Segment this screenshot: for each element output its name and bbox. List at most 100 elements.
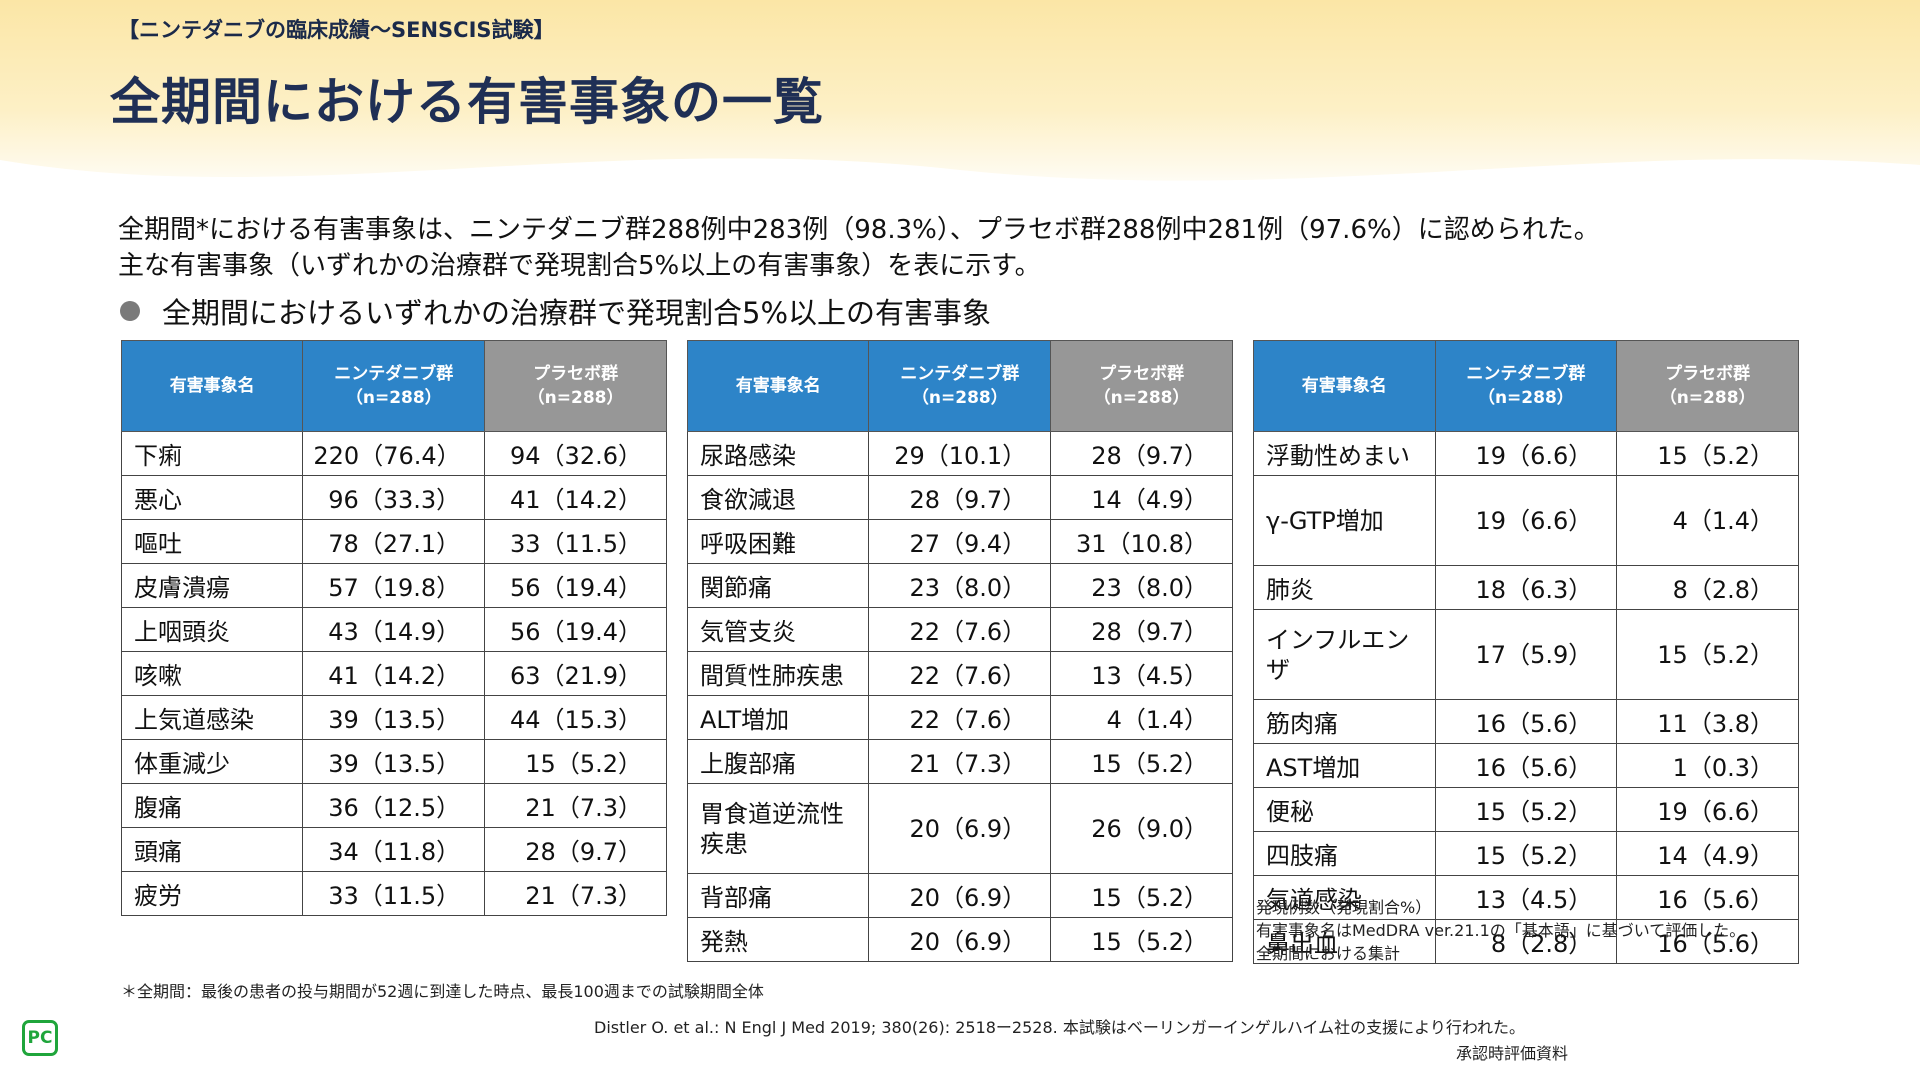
placebo-value: 94（32.6） [484, 431, 667, 476]
header-placebo: プラセボ群 （n=288） [484, 340, 667, 432]
header-placebo: プラセボ群 （n=288） [1050, 340, 1233, 432]
placebo-value: 8（2.8） [1616, 565, 1799, 610]
table-row: 疲労 33（11.5） 21（7.3） [120, 871, 667, 916]
table-row: 皮膚潰瘍 57（19.8） 56（19.4） [120, 563, 667, 608]
placebo-value: 28（9.7） [1050, 607, 1233, 652]
table-row: 上咽頭炎 43（14.9） 56（19.4） [120, 607, 667, 652]
event-name: 肺炎 [1253, 565, 1436, 610]
placebo-value: 16（5.6） [1616, 919, 1799, 964]
placebo-value: 15（5.2） [1616, 431, 1799, 476]
placebo-value: 15（5.2） [1050, 917, 1233, 962]
table-row: 便秘 15（5.2） 19（6.6） [1253, 787, 1799, 832]
header-event-name: 有害事象名 [120, 340, 304, 432]
table-row: 下痢 220（76.4） 94（32.6） [120, 431, 667, 476]
table-row: 発熱 20（6.9） 15（5.2） [686, 917, 1233, 962]
placebo-value: 26（9.0） [1050, 783, 1233, 874]
nintedanib-value: 20（6.9） [868, 917, 1052, 962]
placebo-value: 28（9.7） [484, 827, 667, 872]
nintedanib-value: 23（8.0） [868, 563, 1052, 608]
event-name: 悪心 [120, 475, 304, 520]
nintedanib-value: 39（13.5） [302, 695, 486, 740]
table-row: インフルエンザ 17（5.9） 15（5.2） [1253, 609, 1799, 700]
header-nintedanib: ニンテダニブ群 （n=288） [302, 340, 486, 432]
table-row: 上腹部痛 21（7.3） 15（5.2） [686, 739, 1233, 784]
table-row: 背部痛 20（6.9） 15（5.2） [686, 873, 1233, 918]
table-row: 胃食道逆流性疾患 20（6.9） 26（9.0） [686, 783, 1233, 874]
intro-line-1: 全期間*における有害事象は、ニンテダニブ群288例中283例（98.3%）、プラ… [118, 215, 1600, 245]
table-header-row: 有害事象名 ニンテダニブ群 （n=288） プラセボ群 （n=288） [1253, 340, 1799, 432]
nintedanib-value: 28（9.7） [868, 475, 1052, 520]
nintedanib-value: 15（5.2） [1434, 831, 1618, 876]
intro-line-2: 主な有害事象（いずれかの治療群で発現割合5%以上の有害事象）を表に示す。 [118, 251, 1041, 281]
event-name: 便秘 [1253, 787, 1436, 832]
nintedanib-value: 43（14.9） [302, 607, 486, 652]
event-name: 浮動性めまい [1253, 431, 1436, 476]
header-wave [0, 158, 1920, 230]
placebo-value: 28（9.7） [1050, 431, 1233, 476]
table-row: 食欲減退 28（9.7） 14（4.9） [686, 475, 1233, 520]
placebo-value: 63（21.9） [484, 651, 667, 696]
section-heading: 全期間におけるいずれかの治療群で発現割合5%以上の有害事象 [120, 290, 991, 332]
table-row: 呼吸困難 27（9.4） 31（10.8） [686, 519, 1233, 564]
placebo-value: 4（1.4） [1050, 695, 1233, 740]
table-row: 筋肉痛 16（5.6） 11（3.8） [1253, 699, 1799, 744]
table-row: 頭痛 34（11.8） 28（9.7） [120, 827, 667, 872]
event-name: 咳嗽 [120, 651, 304, 696]
placebo-value: 41（14.2） [484, 475, 667, 520]
nintedanib-value: 16（5.6） [1434, 699, 1618, 744]
nintedanib-value: 21（7.3） [868, 739, 1052, 784]
approval-note: 承認時評価資料 [1456, 1044, 1569, 1063]
bullet-icon [120, 301, 140, 321]
note-line-3: 全期間における集計 [1256, 944, 1401, 963]
event-name: 尿路感染 [686, 431, 870, 476]
placebo-value: 16（5.6） [1616, 875, 1799, 920]
event-name: 上腹部痛 [686, 739, 870, 784]
nintedanib-value: 20（6.9） [868, 873, 1052, 918]
event-name: 気管支炎 [686, 607, 870, 652]
nintedanib-value: 34（11.8） [302, 827, 486, 872]
event-name: 上気道感染 [120, 695, 304, 740]
event-name: 嘔吐 [120, 519, 304, 564]
header-event-name: 有害事象名 [1253, 340, 1436, 432]
placebo-value: 56（19.4） [484, 563, 667, 608]
event-name: ALT増加 [686, 695, 870, 740]
event-name: 発熱 [686, 917, 870, 962]
event-name: 体重減少 [120, 739, 304, 784]
section-title: 全期間におけるいずれかの治療群で発現割合5%以上の有害事象 [162, 296, 992, 330]
table-row: 悪心 96（33.3） 41（14.2） [120, 475, 667, 520]
event-name: 胃食道逆流性疾患 [686, 783, 870, 874]
table-row: 鼻出血 8（2.8） 16（5.6） [1253, 919, 1799, 964]
placebo-value: 4（1.4） [1616, 475, 1799, 566]
placebo-value: 15（5.2） [1050, 739, 1233, 784]
adverse-events-table-3: 有害事象名 ニンテダニブ群 （n=288） プラセボ群 （n=288） 浮動性めまい 19（… [1253, 340, 1799, 964]
placebo-value: 14（4.9） [1050, 475, 1233, 520]
placebo-value: 31（10.8） [1050, 519, 1233, 564]
placebo-value: 21（7.3） [484, 783, 667, 828]
header-nintedanib: ニンテダニブ群 （n=288） [1434, 340, 1618, 432]
adverse-events-table-2: 有害事象名 ニンテダニブ群 （n=288） プラセボ群 （n=288） 尿路感染 29（10… [686, 340, 1233, 962]
table-row: 嘔吐 78（27.1） 33（11.5） [120, 519, 667, 564]
nintedanib-value: 17（5.9） [1434, 609, 1618, 700]
tagline: 【ニンテダニブの臨床成績〜SENSCIS試験】 [118, 18, 555, 42]
event-name: 食欲減退 [686, 475, 870, 520]
event-name: 皮膚潰瘍 [120, 563, 304, 608]
header-event-name: 有害事象名 [686, 340, 870, 432]
event-name: 腹痛 [120, 783, 304, 828]
placebo-value: 15（5.2） [1616, 609, 1799, 700]
reference: Distler O. et al.: N Engl J Med 2019; 38… [594, 1018, 1526, 1037]
table-row: 間質性肺疾患 22（7.6） 13（4.5） [686, 651, 1233, 696]
nintedanib-value: 96（33.3） [302, 475, 486, 520]
event-name: 筋肉痛 [1253, 699, 1436, 744]
placebo-value: 33（11.5） [484, 519, 667, 564]
nintedanib-value: 41（14.2） [302, 651, 486, 696]
company-logo: PC [22, 1020, 58, 1056]
table-row: AST増加 16（5.6） 1（0.3） [1253, 743, 1799, 788]
header-placebo: プラセボ群 （n=288） [1616, 340, 1799, 432]
table-header-row: 有害事象名 ニンテダニブ群 （n=288） プラセボ群 （n=288） [120, 340, 667, 432]
note-line-1: 発現例数（発現割合%） [1256, 898, 1432, 917]
event-name: 背部痛 [686, 873, 870, 918]
event-name: AST増加 [1253, 743, 1436, 788]
table-row: 気道感染 13（4.5） 16（5.6） [1253, 875, 1799, 920]
placebo-value: 21（7.3） [484, 871, 667, 916]
table-row: 尿路感染 29（10.1） 28（9.7） [686, 431, 1233, 476]
